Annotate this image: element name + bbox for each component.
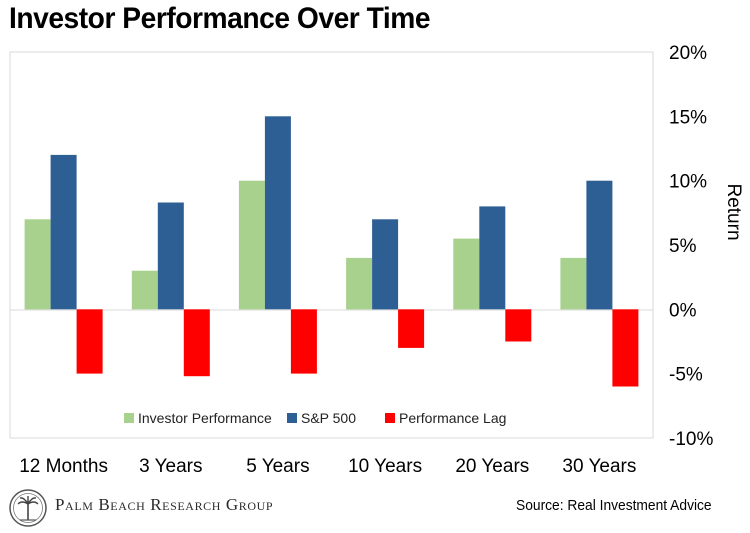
bar-investor-performance-3: [346, 257, 373, 310]
bar-performance-lag-5: [612, 309, 639, 387]
bar-s-p-500-5: [586, 180, 613, 310]
legend-label: S&P 500: [301, 410, 356, 426]
x-tick-label: 5 Years: [246, 456, 309, 477]
bar-investor-performance-1: [131, 270, 158, 310]
bar-investor-performance-4: [453, 238, 480, 310]
legend-swatch: [385, 413, 395, 423]
legend-item-investor-performance: Investor Performance: [124, 410, 272, 426]
plot-area-frame: [9, 51, 654, 439]
bar-s-p-500-3: [372, 219, 399, 310]
legend-item-performance-lag: Performance Lag: [385, 410, 506, 426]
bar-performance-lag-4: [505, 309, 532, 342]
y-axis-ticks: 20% 15% 10% 5% 0% -5% -10%: [669, 43, 713, 450]
y-tick-label: 15%: [669, 107, 707, 128]
x-tick-label: 10 Years: [348, 456, 422, 477]
y-tick-label: 0%: [669, 300, 697, 321]
legend-swatch: [124, 413, 134, 423]
bar-performance-lag-2: [290, 309, 317, 374]
legend-label: Performance Lag: [399, 410, 506, 426]
legend-item-s-p-500: S&P 500: [287, 410, 356, 426]
y-tick-label: 20%: [669, 43, 707, 64]
y-tick-label: -10%: [669, 429, 713, 450]
bar-s-p-500-2: [264, 116, 291, 310]
x-tick-label: 12 Months: [19, 456, 108, 477]
bar-investor-performance-5: [560, 257, 587, 310]
y-tick-label: -5%: [669, 365, 703, 386]
brand-name: Palm Beach Research Group: [55, 495, 274, 514]
bars-group: [24, 116, 639, 387]
palm-tree-logo-icon: [9, 489, 47, 527]
bar-performance-lag-3: [398, 309, 425, 348]
bar-performance-lag-1: [183, 309, 210, 377]
bar-s-p-500-1: [157, 202, 184, 310]
x-tick-label: 3 Years: [139, 456, 202, 477]
x-tick-label: 30 Years: [562, 456, 636, 477]
legend: Investor Performance S&P 500 Performance L…: [124, 410, 506, 426]
x-axis-ticks: 12 Months 3 Years 5 Years 10 Years 20 Years 3…: [19, 456, 636, 477]
legend-swatch: [287, 413, 297, 423]
bar-performance-lag-0: [76, 309, 103, 374]
y-tick-label: 5%: [669, 236, 697, 257]
y-tick-label: 10%: [669, 172, 707, 193]
y-axis-label: Return: [723, 183, 744, 240]
bar-investor-performance-2: [238, 180, 265, 310]
source-note: Source: Real Investment Advice: [516, 497, 712, 514]
legend-label: Investor Performance: [138, 410, 272, 426]
x-tick-label: 20 Years: [455, 456, 529, 477]
bar-investor-performance-0: [24, 219, 51, 310]
bar-s-p-500-0: [50, 154, 77, 310]
chart-title: Investor Performance Over Time: [9, 2, 431, 35]
bar-s-p-500-4: [479, 206, 506, 310]
